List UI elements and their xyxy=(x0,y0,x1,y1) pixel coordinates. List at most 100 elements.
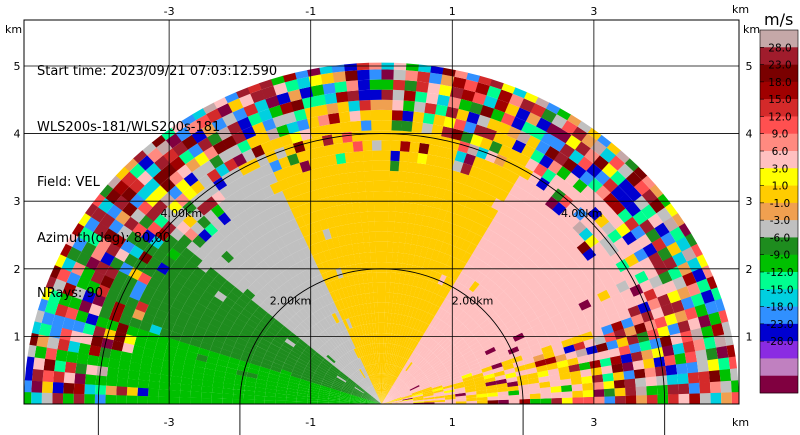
range-gate xyxy=(225,233,239,246)
range-gate xyxy=(429,316,438,327)
range-gate xyxy=(213,243,227,257)
range-gate xyxy=(292,366,304,374)
range-gate xyxy=(223,377,236,385)
range-gate xyxy=(272,114,287,128)
range-gate xyxy=(356,336,362,347)
range-gate xyxy=(416,204,426,216)
range-gate xyxy=(137,395,148,404)
range-gate xyxy=(633,195,650,211)
range-gate xyxy=(54,303,69,318)
range-gate xyxy=(565,260,580,273)
range-gate xyxy=(476,114,491,128)
range-gate xyxy=(297,358,308,366)
range-gate xyxy=(359,346,366,357)
range-gate xyxy=(395,201,404,213)
range-gate xyxy=(402,373,411,383)
range-gate xyxy=(154,342,168,353)
range-gate xyxy=(120,351,133,362)
range-gate xyxy=(453,308,464,319)
range-gate xyxy=(467,359,479,367)
range-gate xyxy=(254,399,265,404)
range-gate xyxy=(370,109,382,121)
range-gate xyxy=(285,242,297,255)
range-gate xyxy=(370,386,377,396)
range-gate xyxy=(353,387,364,394)
range-gate xyxy=(171,368,183,378)
range-gate xyxy=(373,374,378,385)
range-gate xyxy=(237,223,251,237)
range-gate xyxy=(317,251,327,263)
range-gate xyxy=(240,355,252,364)
y-tick-label-left: 1 xyxy=(14,330,21,343)
range-gate xyxy=(171,299,185,311)
range-gate xyxy=(303,368,315,376)
range-gate xyxy=(360,211,369,223)
range-gate xyxy=(355,171,366,183)
range-gate xyxy=(400,391,411,397)
range-gate xyxy=(205,284,219,297)
range-gate xyxy=(572,397,584,404)
range-gate xyxy=(340,356,349,366)
range-gate xyxy=(608,347,621,358)
range-gate xyxy=(391,354,397,365)
range-gate xyxy=(390,272,396,283)
range-gate xyxy=(603,388,615,397)
range-gate xyxy=(243,346,256,355)
range-gate xyxy=(259,366,271,374)
range-gate xyxy=(240,327,253,338)
range-gate xyxy=(477,400,488,404)
range-gate xyxy=(212,381,224,389)
range-gate xyxy=(237,313,250,324)
range-gate xyxy=(391,110,403,121)
range-gate xyxy=(181,135,198,150)
range-gate xyxy=(319,389,330,394)
range-gate xyxy=(323,377,334,384)
range-gate xyxy=(330,390,341,395)
range-gate xyxy=(430,65,444,75)
range-gate xyxy=(372,398,382,404)
range-gate xyxy=(538,154,554,169)
range-gate xyxy=(279,372,291,379)
range-gate xyxy=(271,339,283,349)
range-gate xyxy=(381,396,390,404)
range-gate xyxy=(212,177,228,191)
colorbar-tick-label: -12.0 xyxy=(766,267,793,279)
range-gate xyxy=(435,251,446,263)
range-gate xyxy=(386,262,392,273)
range-gate xyxy=(424,351,434,361)
range-gate xyxy=(466,111,480,125)
range-gate xyxy=(226,291,240,303)
range-gate xyxy=(464,277,476,290)
range-gate xyxy=(409,340,417,351)
range-gate xyxy=(296,297,307,309)
range-gate xyxy=(572,310,586,322)
range-gate xyxy=(365,191,375,202)
range-gate xyxy=(388,333,392,344)
range-gate xyxy=(620,353,633,364)
range-gate xyxy=(405,377,415,386)
range-gate xyxy=(266,294,279,306)
range-gate xyxy=(372,374,377,385)
range-gate xyxy=(373,397,382,404)
range-gate xyxy=(623,369,635,380)
range-gate xyxy=(331,364,341,373)
range-gate xyxy=(309,384,321,390)
range-gate xyxy=(275,315,287,326)
range-gate xyxy=(319,319,329,331)
range-gate xyxy=(487,400,499,404)
range-gate xyxy=(177,341,190,352)
colorbar-segment xyxy=(760,185,798,204)
range-gate xyxy=(501,358,513,367)
range-gate xyxy=(583,338,596,349)
range-gate xyxy=(344,151,355,163)
range-gate xyxy=(682,271,697,287)
range-gate xyxy=(424,102,437,115)
range-gate xyxy=(654,365,667,377)
range-gate xyxy=(497,387,509,393)
range-gate xyxy=(557,266,571,279)
range-gate xyxy=(392,100,404,111)
range-gate xyxy=(374,312,379,324)
range-gate xyxy=(454,338,466,348)
range-gate xyxy=(391,252,399,263)
range-gate xyxy=(270,365,282,373)
